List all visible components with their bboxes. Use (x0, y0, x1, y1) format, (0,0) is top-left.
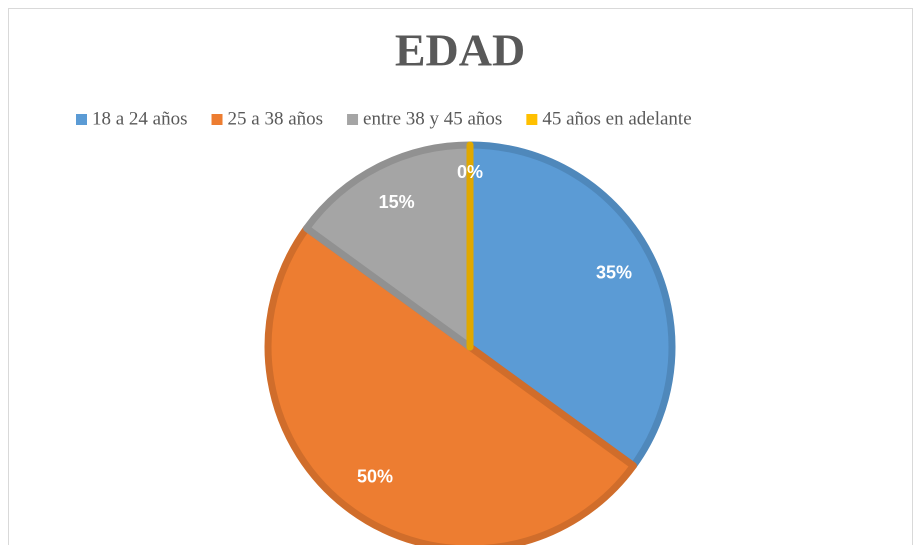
data-label: 0% (457, 162, 483, 182)
data-label: 35% (596, 262, 632, 282)
legend-swatch (211, 114, 223, 125)
legend-swatch (347, 114, 359, 125)
legend-label: 18 a 24 años (92, 108, 188, 129)
pie-slice (303, 141, 474, 351)
data-label: 15% (379, 192, 415, 212)
data-label: 50% (357, 466, 393, 486)
legend-label: entre 38 y 45 años (363, 108, 502, 129)
pie-slice (264, 224, 637, 545)
slice-border (303, 141, 474, 351)
legend-swatch (76, 114, 87, 125)
legend-swatch (526, 114, 538, 125)
legend-label: 45 años en adelante (542, 108, 691, 129)
chart-title: EDAD (395, 25, 525, 76)
pie-slice (466, 141, 676, 470)
slice-border (466, 141, 676, 470)
slice-border (264, 224, 637, 545)
legend-label: 25 a 38 años (228, 108, 324, 129)
